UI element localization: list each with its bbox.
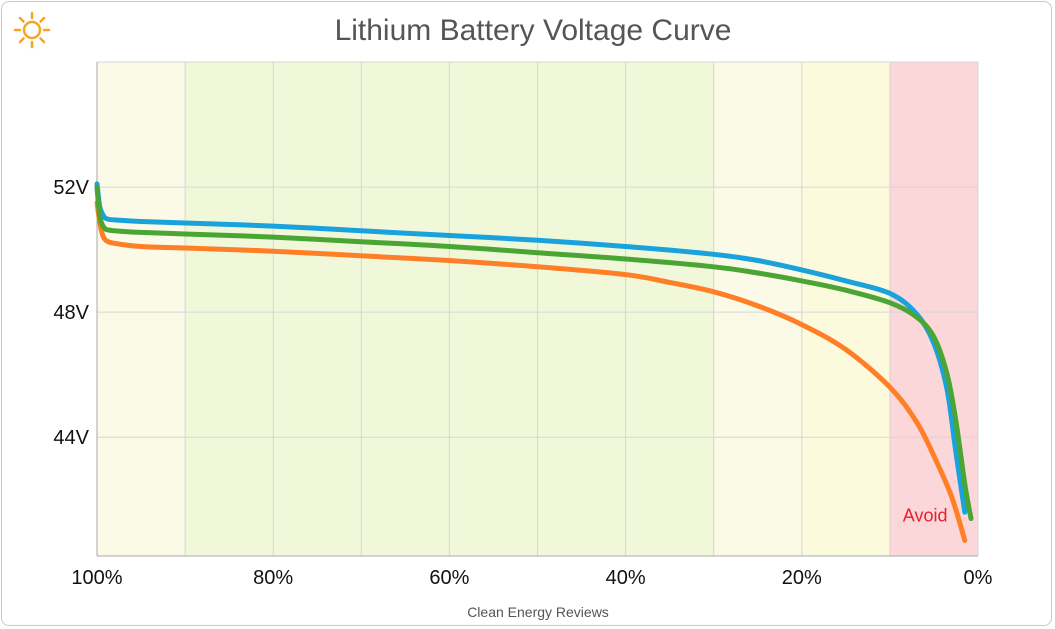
x-tick-label: 100% [71,567,122,589]
y-tick-label: 52V [53,177,89,199]
y-tick-label: 48V [53,302,89,324]
x-tick-label: 60% [429,567,469,589]
band-3 [801,62,890,556]
chart-title: Lithium Battery Voltage Curve [334,14,732,47]
series-line-0 [94,200,968,543]
band-2 [713,62,802,556]
x-tick-label: 80% [253,567,293,589]
band-0 [97,62,186,556]
footer-credit: Clean Energy Reviews [467,604,609,620]
annotation-avoid: Avoid [903,506,948,526]
sun-icon [13,11,51,49]
x-tick-label: 40% [606,567,646,589]
x-tick-label: 0% [964,567,993,589]
series-line-2 [94,184,974,521]
y-tick-label: 44V [53,427,89,449]
x-tick-label: 20% [782,567,822,589]
